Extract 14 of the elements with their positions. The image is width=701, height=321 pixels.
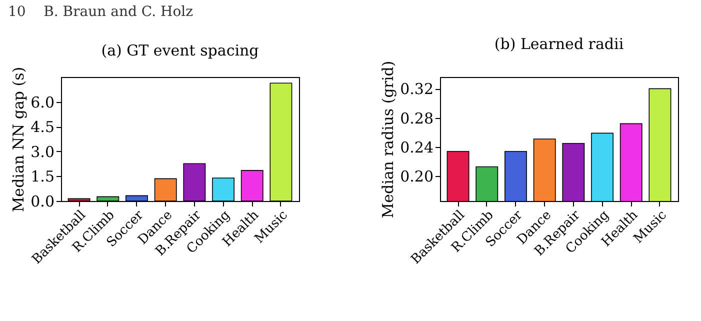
y-tick-label: 3.0 <box>30 142 54 161</box>
y-tick-label: 0.20 <box>400 168 434 186</box>
y-tick-label: 1.5 <box>30 168 54 186</box>
y-tick-label: 0.0 <box>30 192 54 210</box>
y-tick-label: 6.0 <box>30 93 54 112</box>
text: 10 B. Braun and C. Holz <box>8 4 193 20</box>
y-tick-label: 0.32 <box>400 80 434 98</box>
y-axis-title: Median NN gap (s) <box>10 66 28 212</box>
y-tick-label: 0.24 <box>400 138 434 157</box>
y-tick-label: 0.28 <box>400 109 434 128</box>
chart-title: (a) GT event spacing <box>101 41 260 60</box>
chart-title: (b) Learned radii <box>494 35 624 54</box>
y-axis-title: Median radius (grid) <box>379 60 398 218</box>
y-tick-label: 4.5 <box>30 118 54 136</box>
